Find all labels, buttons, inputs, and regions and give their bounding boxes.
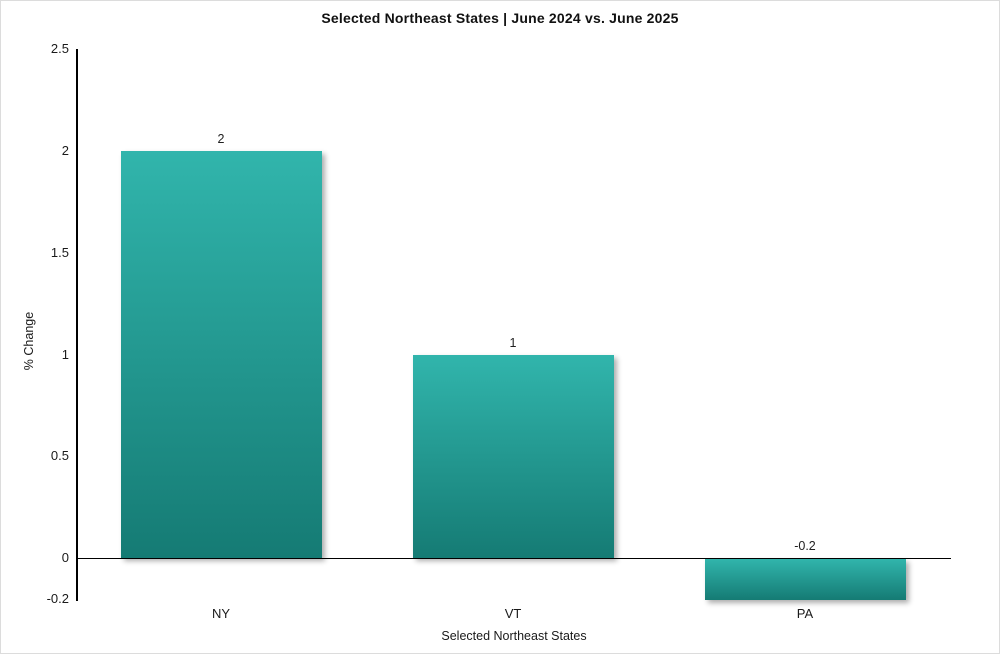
y-tick-label: 1.5 — [50, 244, 69, 260]
y-tick-label: 2 — [61, 142, 69, 158]
bar-value-label: 1 — [509, 335, 517, 350]
bar-value-label: -0.2 — [794, 539, 816, 554]
x-tick-label: VT — [504, 606, 522, 621]
x-axis-title: Selected Northeast States — [441, 629, 587, 643]
y-tick-label: -0.2 — [46, 591, 69, 606]
y-tick-label: 0 — [61, 550, 69, 566]
bar-pa — [704, 559, 906, 600]
y-axis-line — [76, 49, 78, 601]
y-tick-label: 0.5 — [50, 448, 69, 464]
y-tick-label: 1 — [61, 346, 69, 362]
x-tick-label: PA — [796, 606, 814, 621]
zero-baseline — [76, 558, 951, 559]
x-tick-label: NY — [211, 606, 231, 621]
y-tick-label: 2.5 — [50, 41, 69, 56]
bar-ny — [120, 150, 322, 559]
bar-vt — [412, 354, 614, 559]
chart-title: Selected Northeast States | June 2024 vs… — [321, 10, 679, 26]
bar-value-label: 2 — [217, 131, 225, 146]
